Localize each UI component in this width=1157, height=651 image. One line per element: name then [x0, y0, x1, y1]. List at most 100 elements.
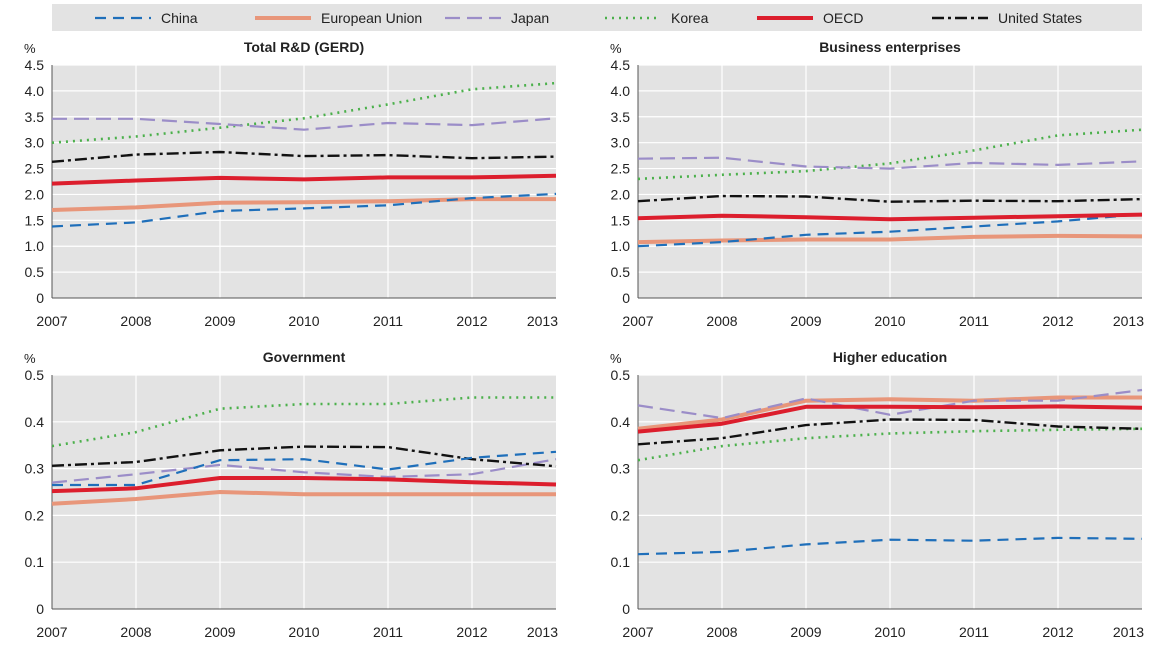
x-tick-label: 2009	[790, 624, 821, 640]
y-axis-label: %	[610, 351, 622, 366]
x-tick-label: 2011	[959, 313, 989, 329]
x-tick-label: 2010	[288, 624, 319, 640]
y-tick-label: 0.1	[611, 554, 631, 570]
x-tick-label: 2012	[1042, 313, 1073, 329]
x-tick-label: 2011	[959, 624, 989, 640]
legend: China European Union Japan Korea OECD United …	[52, 4, 1142, 31]
y-tick-label: 2.5	[25, 161, 45, 177]
x-tick-label: 2010	[288, 313, 319, 329]
x-tick-label: 2013	[527, 313, 558, 329]
x-tick-label: 2011	[373, 624, 403, 640]
y-tick-label: 1.5	[611, 212, 631, 228]
series-line-oecd	[51, 476, 557, 494]
y-tick-label: 4.5	[25, 57, 45, 73]
series-line-korea	[51, 396, 556, 448]
y-tick-label: 4.0	[611, 83, 631, 99]
x-tick-label: 2009	[204, 313, 235, 329]
legend-label: United States	[998, 10, 1082, 26]
x-tick-label: 2010	[874, 313, 905, 329]
chart-panels: 0 0.5 1.0 1.5 2.0 2.5 3.0 3.5 4.0 4.5 2007 2008 2009…	[24, 39, 1144, 640]
x-tick-label: 2008	[706, 624, 737, 640]
x-tick-label: 2011	[373, 313, 403, 329]
y-tick-label: 0.5	[25, 367, 45, 383]
series-line-japan	[637, 388, 1143, 420]
legend-item-european-union: European Union	[255, 10, 422, 26]
x-tick-label: 2013	[1113, 624, 1144, 640]
y-tick-label: 0.5	[611, 264, 631, 280]
x-tick-label: 2013	[1113, 313, 1144, 329]
series-line-korea	[637, 128, 1143, 181]
panel-4: 0 0.1 0.2 0.3 0.4 0.5 2007 2008 2009 2010 2011 2012…	[610, 349, 1144, 640]
y-tick-label: 0.5	[611, 367, 631, 383]
x-tick-label: 2008	[120, 313, 151, 329]
y-tick-label: 3.0	[611, 135, 631, 151]
y-tick-label: 0.1	[25, 554, 45, 570]
x-tick-label: 2008	[120, 624, 151, 640]
series-line-korea	[637, 427, 1143, 462]
x-tick-label: 2007	[622, 624, 653, 640]
series-line-china	[637, 213, 1143, 248]
legend-item-japan: Japan	[445, 10, 549, 26]
y-axis-label: %	[610, 41, 622, 56]
y-tick-label: 3.5	[611, 109, 631, 125]
series-line-japan	[51, 458, 557, 484]
legend-item-china: China	[95, 10, 198, 26]
legend-label: OECD	[823, 10, 863, 26]
series-line-european-union	[637, 233, 1143, 245]
legend-label: European Union	[321, 10, 422, 26]
y-tick-label: 0	[622, 601, 630, 617]
series-line-korea	[51, 81, 557, 144]
series-line-united-states	[637, 418, 1143, 446]
x-tick-label: 2009	[790, 313, 821, 329]
x-tick-label: 2007	[36, 313, 67, 329]
y-axis-label: %	[24, 41, 36, 56]
legend-label: Japan	[511, 10, 549, 26]
series-line-united-states	[51, 445, 557, 468]
legend-item-united-states: United States	[932, 10, 1082, 26]
panel-title: Higher education	[833, 349, 947, 365]
series-line-united-states	[637, 194, 1143, 203]
series-line-oecd	[637, 212, 1143, 222]
series-line-china	[637, 536, 1143, 556]
y-tick-label: 2.0	[25, 186, 45, 202]
y-tick-label: 4.5	[611, 57, 631, 73]
y-tick-label: 1.5	[25, 212, 45, 228]
panel-title: Total R&D (GERD)	[244, 39, 364, 55]
y-tick-label: 2.0	[611, 186, 631, 202]
series-line-european-union	[637, 395, 1142, 431]
panel-title: Business enterprises	[819, 39, 961, 55]
y-tick-label: 0.3	[25, 461, 45, 477]
y-tick-label: 0.2	[611, 507, 631, 523]
y-tick-label: 0.4	[25, 414, 45, 430]
x-tick-label: 2007	[36, 624, 67, 640]
y-tick-label: 1.0	[611, 238, 631, 254]
y-axis-label: %	[24, 351, 36, 366]
y-tick-label: 0.5	[25, 264, 45, 280]
y-tick-label: 0	[622, 290, 630, 306]
panel-2: 0 0.5 1.0 1.5 2.0 2.5 3.0 3.5 4.0 4.5 2007 2008 2009…	[610, 39, 1144, 329]
y-tick-label: 0.2	[25, 507, 45, 523]
y-tick-label: 3.0	[25, 135, 45, 151]
series-line-oecd	[637, 404, 1143, 434]
series-line-japan	[52, 117, 557, 131]
y-tick-label: 0	[36, 290, 44, 306]
legend-item-oecd: OECD	[757, 10, 863, 26]
series-line-china	[52, 450, 557, 487]
series-line-china	[51, 192, 557, 228]
x-tick-label: 2012	[456, 313, 487, 329]
y-tick-label: 0.3	[611, 461, 631, 477]
x-tick-label: 2012	[1042, 624, 1073, 640]
y-tick-label: 0	[36, 601, 44, 617]
y-tick-label: 1.0	[25, 238, 45, 254]
legend-item-korea: Korea	[605, 10, 709, 26]
panel-1: 0 0.5 1.0 1.5 2.0 2.5 3.0 3.5 4.0 4.5 2007 2008 2009…	[24, 39, 558, 329]
legend-label: Korea	[671, 10, 709, 26]
legend-label: China	[161, 10, 198, 26]
panel-title: Government	[263, 349, 346, 365]
x-tick-label: 2008	[706, 313, 737, 329]
y-tick-label: 4.0	[25, 83, 45, 99]
x-tick-label: 2012	[456, 624, 487, 640]
x-tick-label: 2013	[527, 624, 558, 640]
